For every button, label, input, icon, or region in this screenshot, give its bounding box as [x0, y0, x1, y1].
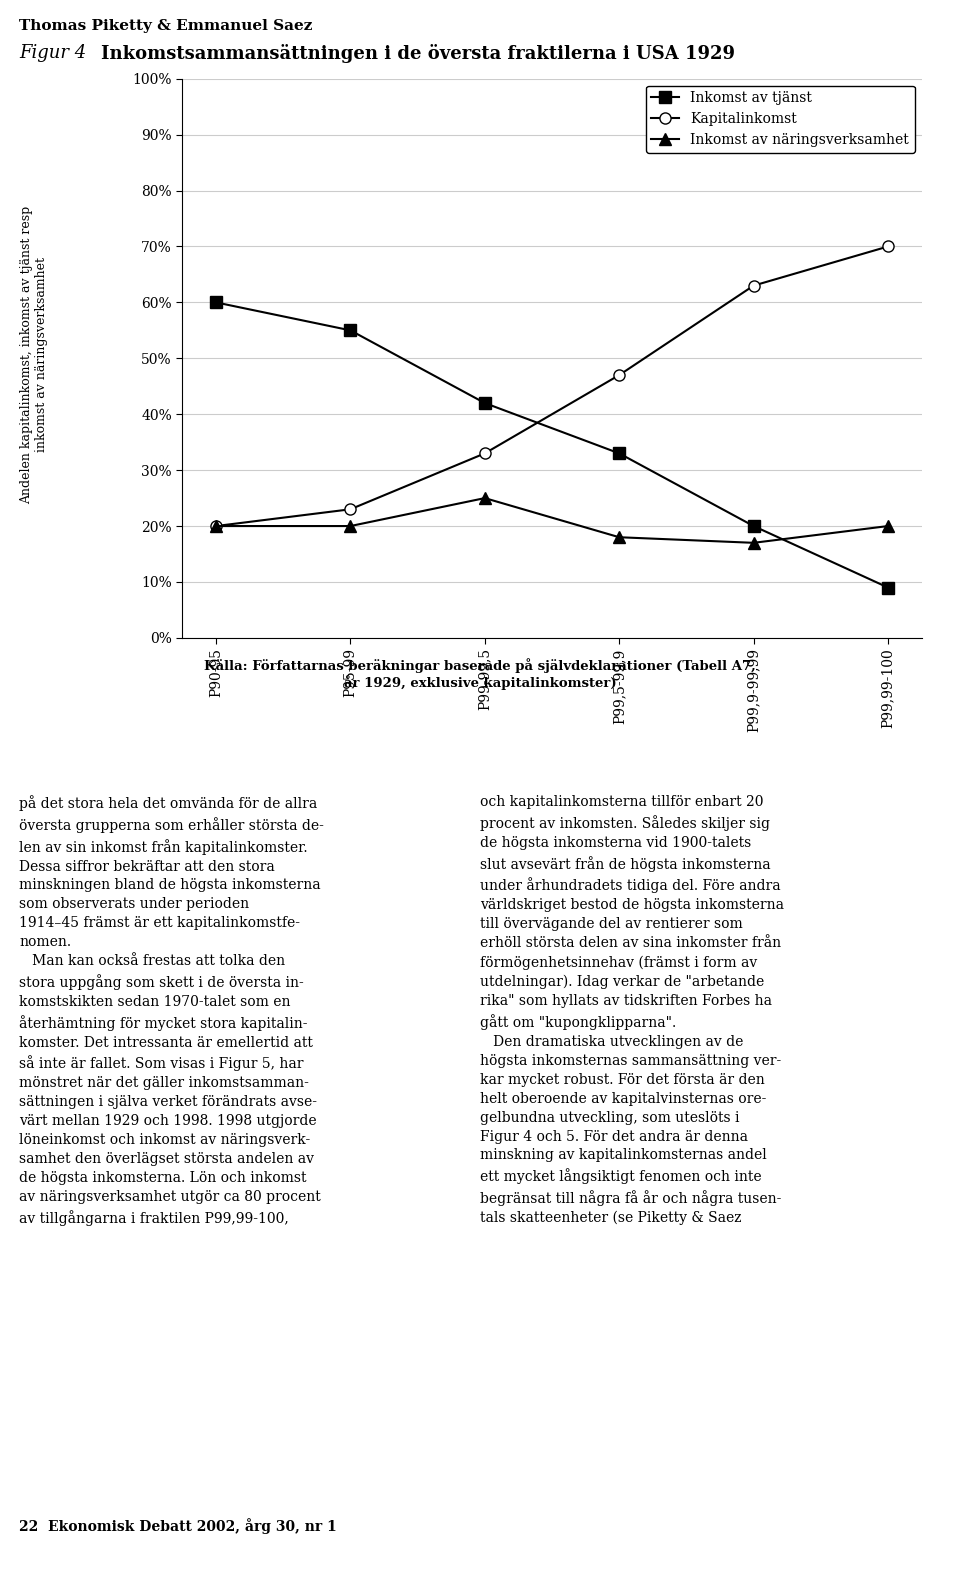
Text: Inkomstsammansättningen i de översta fraktilerna i USA 1929: Inkomstsammansättningen i de översta fra…: [101, 44, 734, 63]
Inkomst av tjänst: [748, 517, 759, 536]
Text: Figur 4: Figur 4: [19, 44, 86, 61]
Inkomst av näringsverksamhet: [210, 517, 222, 536]
Inkomst av näringsverksamhet: [613, 528, 625, 547]
Inkomst av näringsverksamhet: [882, 517, 894, 536]
Inkomst av näringsverksamhet: [345, 517, 356, 536]
Inkomst av tjänst: [613, 444, 625, 463]
Legend: Inkomst av tjänst, Kapitalinkomst, Inkomst av näringsverksamhet: Inkomst av tjänst, Kapitalinkomst, Inkom…: [646, 85, 915, 153]
Inkomst av näringsverksamhet: [479, 488, 491, 507]
Inkomst av tjänst: [882, 578, 894, 597]
Text: Källa: Författarnas beräkningar baserade på självdeklarationer (Tabell A7,
år 19: Källa: Författarnas beräkningar baserade…: [204, 658, 756, 690]
Text: Thomas Piketty & Emmanuel Saez: Thomas Piketty & Emmanuel Saez: [19, 19, 313, 33]
Inkomst av näringsverksamhet: [748, 534, 759, 553]
Inkomst av tjänst: [479, 394, 491, 413]
Text: 22  Ekonomisk Debatt 2002, årg 30, nr 1: 22 Ekonomisk Debatt 2002, årg 30, nr 1: [19, 1518, 337, 1534]
Text: på det stora hela det omvända för de allra
översta grupperna som erhåller störst: på det stora hela det omvända för de all…: [19, 795, 324, 1225]
Inkomst av tjänst: [345, 321, 356, 340]
Text: Andelen kapitalinkomst, inkomst av tjänst resp
inkomst av näringsverksamhet: Andelen kapitalinkomst, inkomst av tjäns…: [19, 205, 48, 504]
Line: Inkomst av näringsverksamhet: Inkomst av näringsverksamhet: [210, 493, 894, 548]
Kapitalinkomst: [748, 276, 759, 295]
Inkomst av tjänst: [210, 293, 222, 312]
Kapitalinkomst: [345, 499, 356, 518]
Kapitalinkomst: [882, 236, 894, 255]
Line: Inkomst av tjänst: Inkomst av tjänst: [210, 296, 894, 594]
Line: Kapitalinkomst: Kapitalinkomst: [210, 241, 894, 532]
Kapitalinkomst: [479, 444, 491, 463]
Kapitalinkomst: [613, 365, 625, 384]
Text: och kapitalinkomsterna tillför enbart 20
procent av inkomsten. Således skiljer s: och kapitalinkomsterna tillför enbart 20…: [480, 795, 784, 1225]
Kapitalinkomst: [210, 517, 222, 536]
